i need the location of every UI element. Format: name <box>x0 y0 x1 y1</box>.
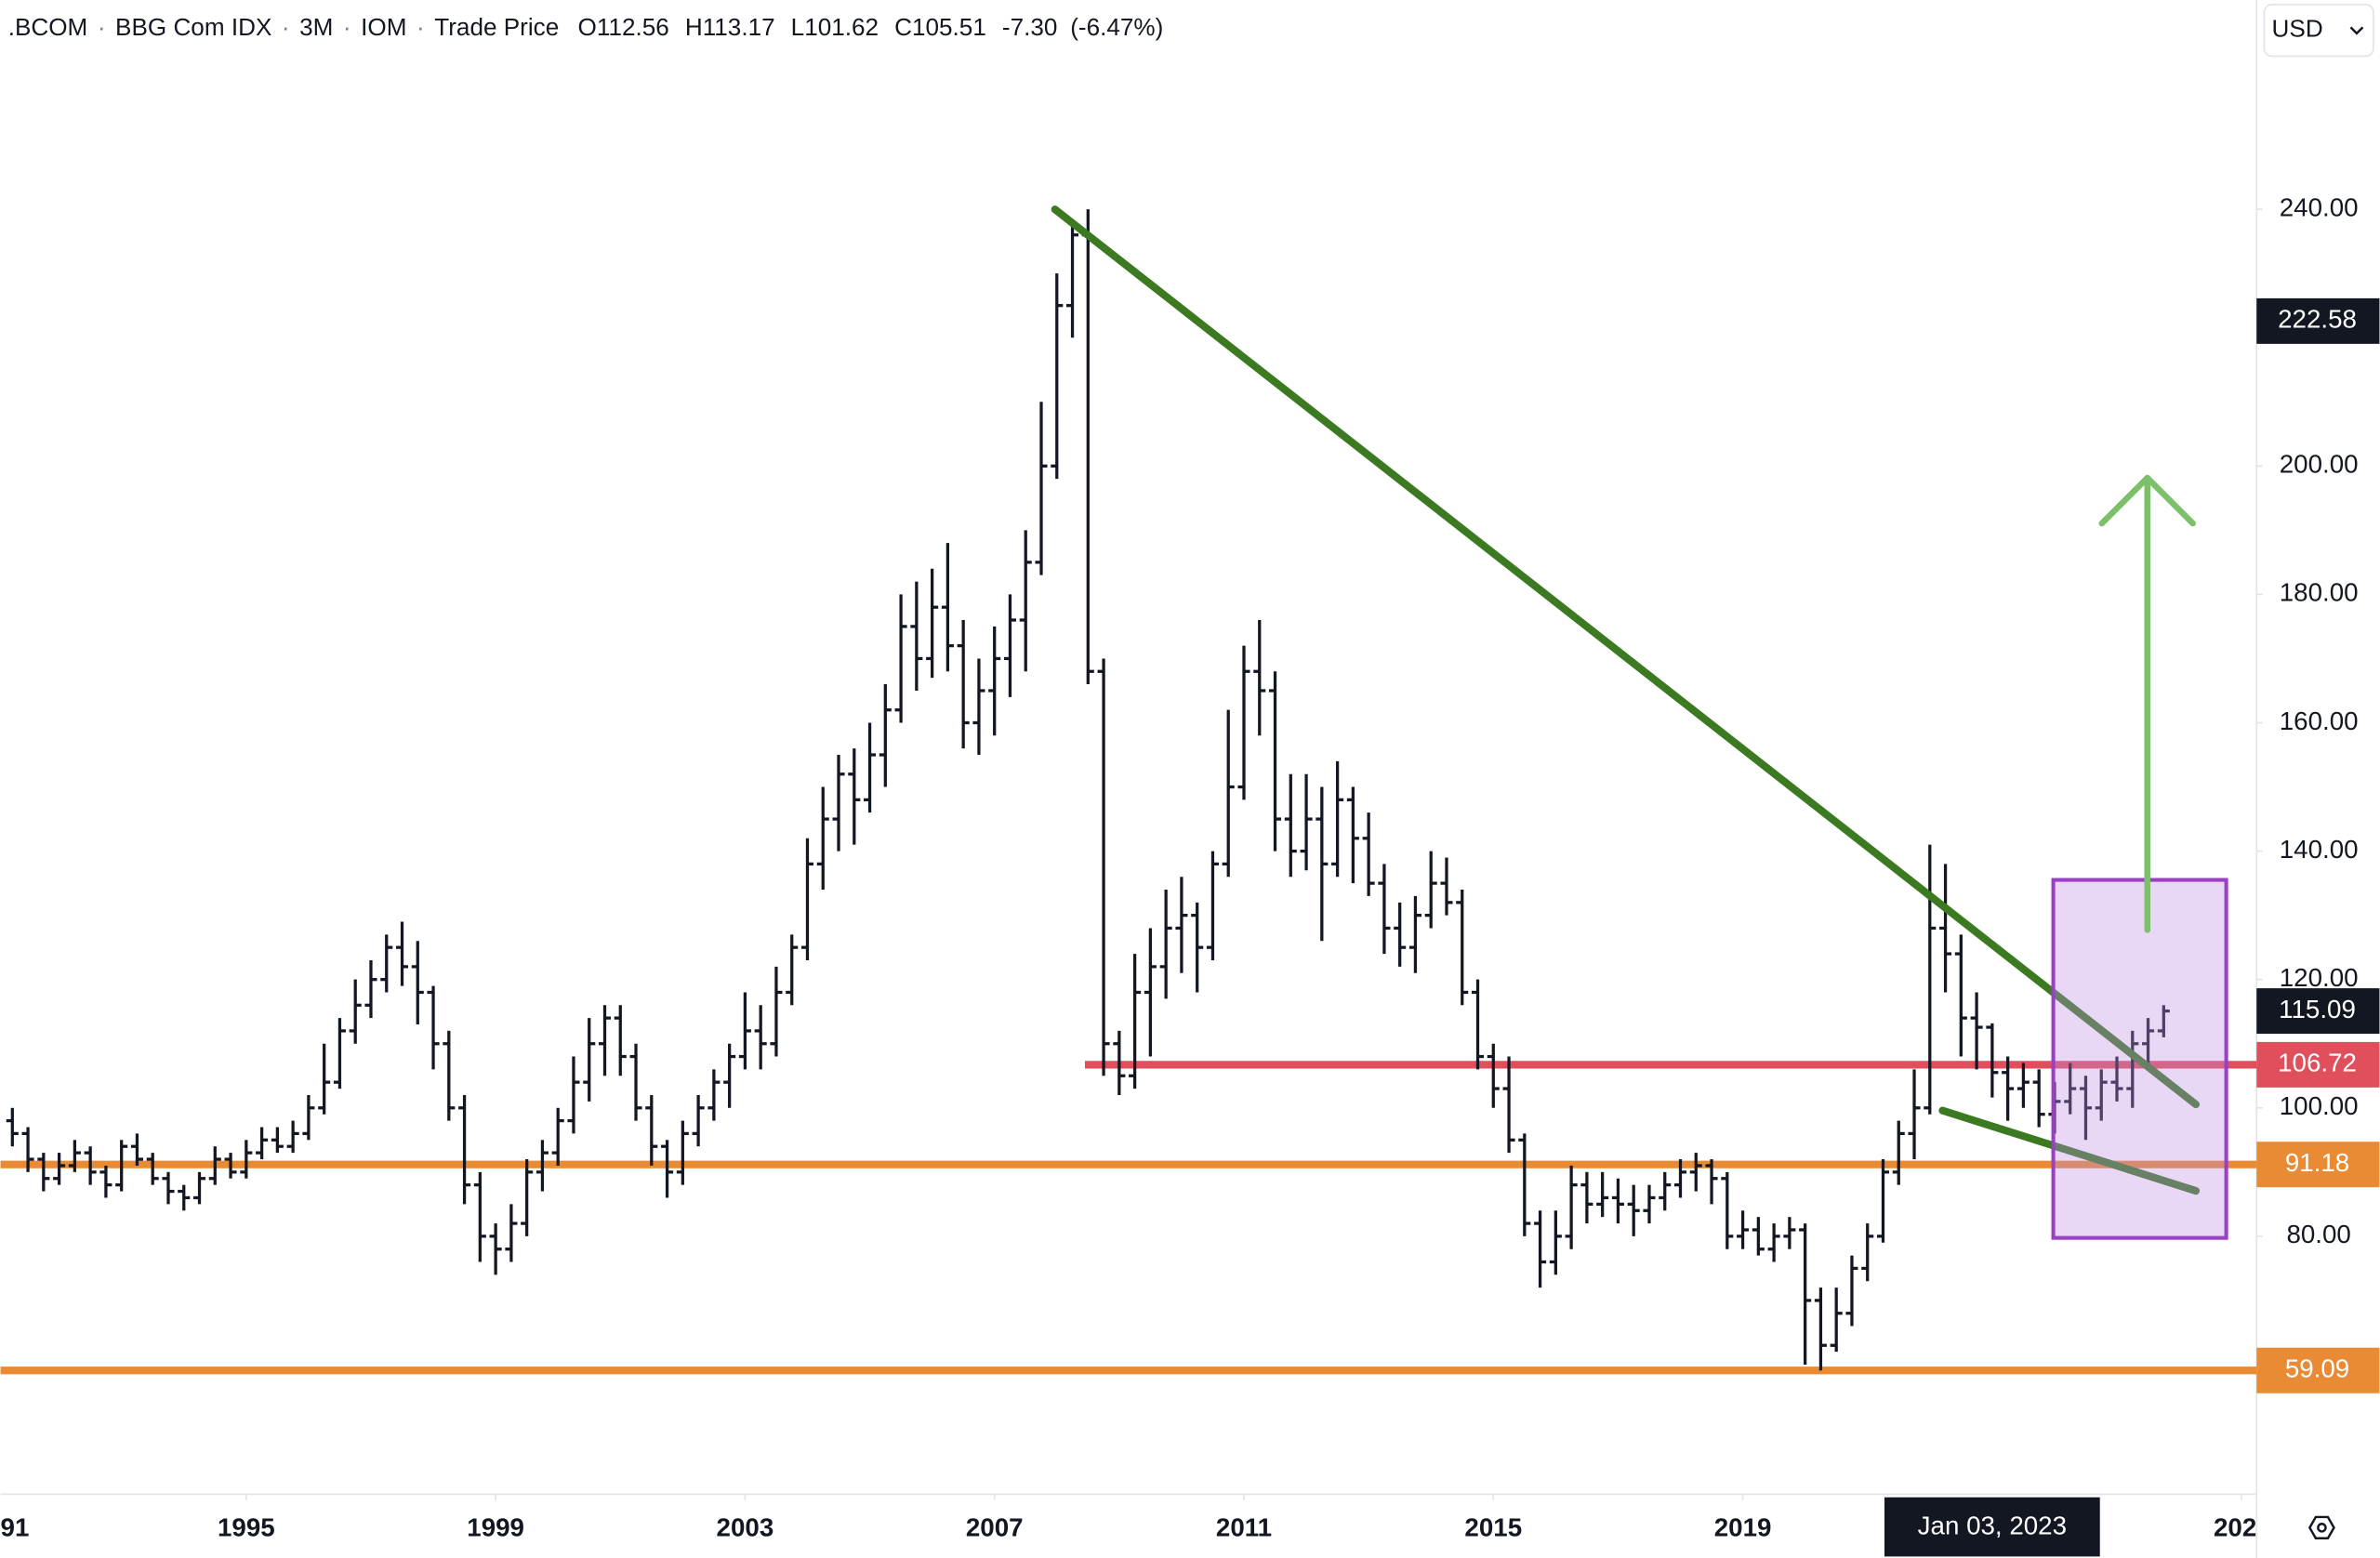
y-tick-label: 240.00 <box>2280 192 2359 221</box>
price-level-label-bg <box>2256 1041 2380 1088</box>
x-tick-label: 2003 <box>717 1512 774 1541</box>
x-tick-label: 2015 <box>1464 1512 1522 1541</box>
x-tick-label: 2019 <box>1714 1512 1772 1541</box>
x-tick-label: 2011 <box>1216 1512 1272 1541</box>
axes: 80.00 100.00 120.00 140.00 160.00 180.00 200.0… <box>1 192 2380 1557</box>
y-tick-label: 180.00 <box>2280 578 2359 607</box>
y-tick-label: 140.00 <box>2280 835 2359 864</box>
price-level-label: 59.09 <box>2285 1354 2349 1383</box>
x-tick-label: 91 <box>1 1512 30 1541</box>
price-marker-label: 222.58 <box>2278 305 2357 334</box>
price-level-label: 106.72 <box>2278 1049 2357 1077</box>
price-marker-bg <box>2256 297 2380 344</box>
levels <box>0 1061 2257 1375</box>
price-type: Trade Price <box>434 13 559 41</box>
highlight-box <box>2051 878 2228 1240</box>
change: -7.30 <box>1002 13 1058 41</box>
separator: · <box>343 13 351 41</box>
separator: · <box>282 13 290 41</box>
crosshair-label-bg <box>1884 1497 2100 1557</box>
ohlc-value: 112.56 <box>597 13 669 41</box>
trendline <box>1051 205 2201 1109</box>
ohlc-label: O <box>578 13 597 41</box>
price-level-label-bg <box>2256 1347 2380 1393</box>
currency-label[interactable]: USD <box>2272 15 2323 43</box>
header: .BCOM · BBG Com IDX · 3M · IOM · Trade P… <box>8 13 1164 41</box>
settings-icon[interactable] <box>2307 1515 2335 1540</box>
separator: · <box>416 13 425 41</box>
price-marker-label: 115.09 <box>2279 995 2356 1023</box>
chevron[interactable] <box>2349 26 2364 35</box>
ohlc-label: C <box>894 13 912 41</box>
crosshair-label: Jan 03, 2023 <box>1918 1512 2067 1540</box>
ohlc-label: H <box>685 13 703 41</box>
trendline-lower <box>1938 1106 2201 1195</box>
price-marker-bg <box>2256 988 2380 1035</box>
settings-button[interactable] <box>2307 1515 2335 1540</box>
price-level-label-bg <box>2256 1142 2380 1188</box>
change-percent: (-6.47%) <box>1070 13 1163 41</box>
y-tick-label: 200.00 <box>2280 450 2359 479</box>
y-tick-label: 120.00 <box>2280 963 2359 992</box>
exchange: IOM <box>361 13 406 41</box>
interval: 3M <box>299 13 333 41</box>
price-level-label: 91.18 <box>2285 1148 2349 1177</box>
x-tick-label: 202 <box>2214 1512 2256 1541</box>
ohlc-value: 113.17 <box>703 13 775 41</box>
settings-icon-center[interactable] <box>2317 1523 2327 1533</box>
ohlc-label: L <box>791 13 805 41</box>
symbol: .BCOM <box>8 13 88 41</box>
currency-button-frame[interactable] <box>2263 4 2374 58</box>
y-tick-label: 100.00 <box>2280 1091 2359 1120</box>
ohlc-value: 105.51 <box>912 13 986 41</box>
bars <box>6 209 2170 1371</box>
up-arrow <box>2098 474 2196 933</box>
x-tick-label: 2007 <box>966 1512 1024 1541</box>
currency-button[interactable]: USD <box>2263 4 2374 58</box>
instrument-name: BBG Com IDX <box>115 13 271 41</box>
separator: · <box>98 13 106 41</box>
drawings <box>1051 205 2228 1240</box>
ohlc-value: 101.62 <box>804 13 879 41</box>
x-tick-label: 1995 <box>218 1512 275 1541</box>
x-tick-label: 1999 <box>467 1512 524 1541</box>
y-tick-label: 160.00 <box>2280 706 2359 735</box>
y-tick-label: 80.00 <box>2286 1220 2350 1248</box>
